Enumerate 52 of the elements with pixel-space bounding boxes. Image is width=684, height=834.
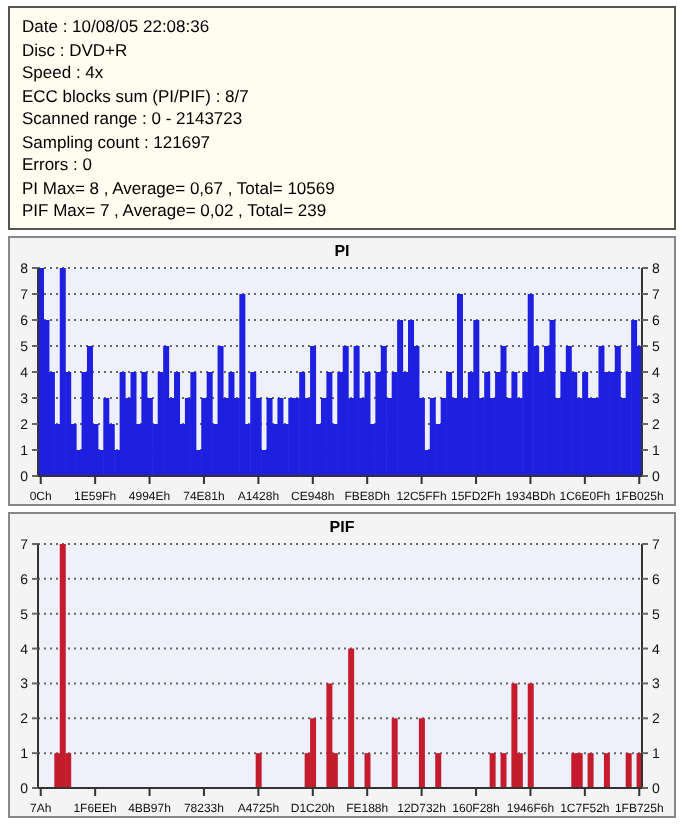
bar: [310, 346, 317, 476]
bar: [250, 372, 257, 476]
bar: [103, 398, 110, 476]
bar: [631, 320, 638, 476]
bar: [456, 294, 463, 476]
bar: [418, 718, 425, 788]
bar: [511, 683, 518, 788]
text: Date : 10/08/05 22:08:36: [22, 16, 212, 39]
bar: [603, 753, 610, 788]
text: Speed : 4x: [22, 62, 106, 85]
bar: [489, 753, 496, 788]
bar: [174, 372, 181, 476]
bar: [364, 753, 371, 788]
text: ECC blocks sum (PI/PIF) : 8/7: [22, 85, 251, 108]
text: Errors : 0: [22, 154, 94, 177]
bar: [310, 718, 317, 788]
text: PIF Max= 7 , Average= 0,02 , Total= 239: [22, 200, 329, 223]
bar: [549, 320, 556, 476]
bar: [576, 753, 583, 788]
bar: [625, 753, 632, 788]
bar: [500, 753, 507, 788]
bar: [397, 320, 404, 476]
bar: [277, 398, 284, 476]
bar: [473, 320, 480, 476]
bar: [364, 372, 371, 476]
bar: [239, 294, 246, 476]
bar: [59, 544, 66, 788]
bar: [288, 398, 295, 476]
bar: [598, 346, 605, 476]
bar: [255, 753, 262, 788]
text: Disc : DVD+R: [22, 39, 130, 62]
bar: [59, 268, 66, 476]
bar: [206, 372, 213, 476]
bar: [86, 346, 93, 476]
bar: [163, 346, 170, 476]
bar: [435, 753, 442, 788]
text: Sampling count : 121697: [22, 131, 213, 154]
chart-title: PIF: [327, 516, 357, 536]
bar: [582, 372, 589, 476]
chart-title: PI: [332, 240, 352, 260]
bar: [326, 372, 333, 476]
text: Scanned range : 0 - 2143723: [22, 108, 245, 131]
bar: [141, 372, 148, 476]
bar: [326, 683, 333, 788]
bar: [190, 372, 197, 476]
bar: [527, 683, 534, 788]
bar: [391, 718, 398, 788]
bar: [571, 753, 578, 788]
bar: [348, 648, 355, 788]
bar: [587, 753, 594, 788]
text: PI Max= 8 , Average= 0,67 , Total= 10569: [22, 177, 337, 200]
bar: [130, 372, 137, 476]
